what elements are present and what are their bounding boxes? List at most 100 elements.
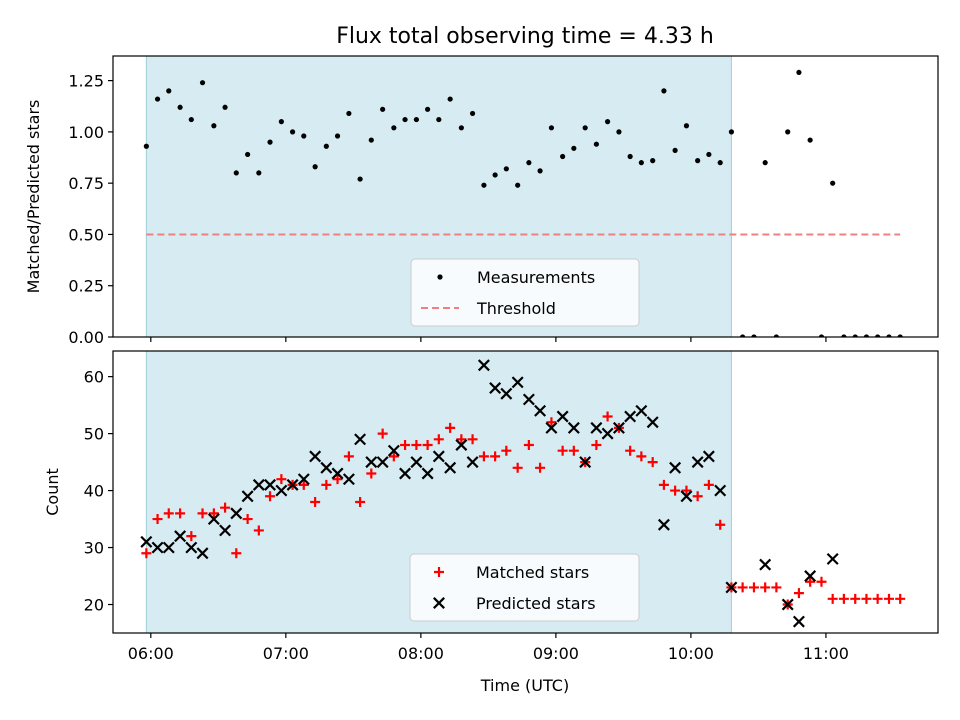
measurement-point (368, 137, 374, 143)
x-tick-label: 08:00 (398, 644, 444, 663)
matched-stars-point (310, 496, 321, 507)
predicted-stars-point (534, 404, 547, 417)
measurement-point (301, 133, 307, 139)
matched-stars-point (591, 440, 602, 450)
measurement-point (695, 158, 701, 164)
predicted-stars-point (657, 518, 670, 531)
predicted-stars-point (455, 439, 468, 451)
matched-stars-point (602, 411, 613, 422)
legend-label: Predicted stars (476, 594, 596, 613)
predicted-stars-point (624, 410, 637, 423)
measurement-point (380, 106, 386, 112)
bottom-panel: 20 30 40 50 60 06:00 07:00 08:00 09:00 10:00 11:00… (43, 350, 939, 663)
measurement-point (188, 116, 194, 123)
matched-stars-point (692, 491, 703, 502)
predicted-stars-point (174, 530, 187, 543)
predicted-stars-point (207, 513, 220, 526)
matched-stars-point (208, 508, 219, 519)
x-tick-label: 07:00 (263, 644, 309, 663)
matched-stars-point (186, 531, 197, 542)
predicted-stars-point (241, 490, 254, 503)
measurement-point (278, 119, 284, 125)
predicted-stars-point (612, 421, 625, 434)
measurement-point (458, 125, 464, 131)
y-axis-label: Count (43, 468, 62, 516)
predicted-stars-point (646, 416, 659, 429)
predicted-stars-point (804, 570, 817, 583)
measurement-point (773, 334, 779, 337)
predicted-stars-point (410, 456, 423, 469)
predicted-stars-point (826, 552, 839, 565)
legend: Matched stars Predicted stars (409, 553, 640, 622)
x-tick-label: 10:00 (668, 644, 714, 663)
predicted-stars-point (365, 456, 378, 469)
matched-stars-point (850, 593, 861, 604)
matched-stars-point (883, 593, 894, 604)
measurement-point (728, 129, 735, 135)
y-tick-label: 50 (84, 425, 104, 444)
matched-stars-point (737, 582, 748, 593)
measurement-point (661, 88, 667, 94)
measurement-point (582, 125, 588, 131)
predicted-stars-point (342, 473, 355, 486)
matched-stars-point (760, 582, 771, 593)
measurement-point (323, 143, 329, 149)
measurement-point (469, 110, 476, 117)
matched-stars-point (175, 508, 186, 519)
matched-stars-point (400, 440, 411, 450)
measurement-point (154, 96, 161, 102)
matched-stars-point (276, 474, 287, 485)
measurement-point (683, 123, 690, 129)
measurement-point (852, 334, 858, 337)
measurement-point (503, 166, 509, 172)
predicted-stars-point (669, 461, 682, 474)
plot-frame (112, 55, 939, 338)
measurement-point (627, 153, 633, 160)
measurement-point (402, 116, 408, 123)
predicted-stars-point (354, 433, 367, 446)
matched-stars-point (625, 445, 636, 456)
measurement-point (289, 129, 296, 135)
measurement-point (346, 110, 352, 117)
x-tick-label: 09:00 (533, 644, 579, 663)
measurement-point (807, 137, 813, 143)
matched-stars-point (681, 485, 692, 496)
measurement-point (256, 170, 262, 176)
predicted-stars-point (477, 359, 490, 372)
measurement-point (481, 182, 487, 188)
predicted-stars-point (264, 478, 277, 491)
matched-stars-point (816, 576, 827, 587)
predicted-stars-point (601, 427, 614, 440)
y-tick-label: 60 (84, 368, 104, 387)
legend-box (410, 258, 640, 327)
legend-label: Threshold (476, 299, 556, 318)
predicted-stars-point (387, 444, 400, 457)
matched-stars-point (377, 428, 388, 439)
measurement-point (717, 160, 723, 166)
predicted-stars-point (252, 478, 265, 491)
matched-stars-point (298, 479, 309, 490)
measurement-point (751, 334, 757, 337)
matched-stars-point (546, 417, 557, 428)
predicted-stars-point (714, 484, 727, 497)
matched-stars-point (152, 514, 163, 525)
matched-stars-point (163, 508, 174, 519)
measurement-point (166, 88, 172, 94)
predicted-stars-point (399, 467, 412, 480)
legend-label: Matched stars (476, 563, 589, 582)
matched-stars-point (388, 451, 399, 462)
measurement-point (245, 151, 251, 158)
matched-stars-point (895, 593, 906, 604)
y-tick-label: 0.50 (68, 225, 104, 244)
matched-stars-point (321, 479, 332, 490)
y-tick-label: 1.00 (68, 123, 104, 142)
measurement-point (177, 104, 183, 110)
predicted-stars-point (702, 450, 715, 463)
predicted-stars-point (432, 450, 445, 463)
measurement-point (312, 164, 318, 170)
predicted-stars-point (219, 524, 232, 537)
matched-stars-point (568, 445, 579, 456)
y-tick-label: 0.25 (68, 277, 104, 296)
predicted-stars-point (230, 507, 243, 520)
